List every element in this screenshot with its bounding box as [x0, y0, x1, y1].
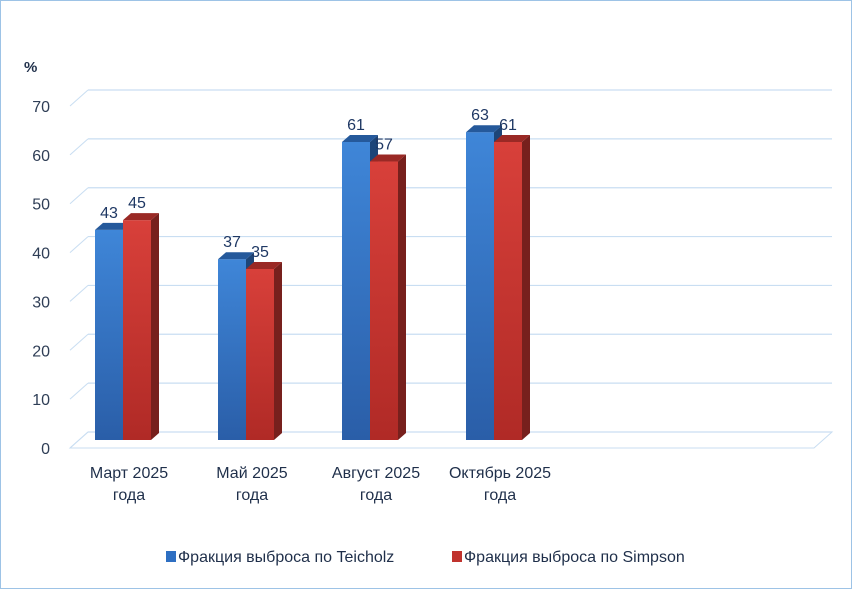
bar-top: [466, 125, 502, 133]
data-label: 57: [375, 137, 393, 154]
data-label: 63: [471, 107, 489, 124]
x-category-label-line: года: [484, 487, 516, 504]
x-category-label: Октябрь 2025 года: [449, 465, 551, 504]
bar-front: [370, 161, 398, 440]
y-tick-label: 0: [41, 441, 50, 458]
bar-simpson: [246, 262, 282, 440]
x-category-label-line: года: [113, 487, 145, 504]
bar-side: [274, 262, 282, 440]
x-category-label-line: Март 2025: [90, 465, 168, 482]
bar-side: [522, 134, 530, 440]
bar-simpson: [494, 134, 530, 440]
data-label: 61: [347, 117, 365, 134]
bar-side: [151, 213, 159, 440]
y-tick-label: 50: [32, 197, 50, 214]
chart-floor: [68, 431, 834, 449]
x-category-label-line: года: [236, 487, 268, 504]
bars: [95, 125, 530, 440]
bar-front: [246, 269, 274, 440]
bar-top: [342, 134, 378, 142]
data-label: 61: [499, 117, 517, 134]
gridline-depth: [69, 89, 89, 107]
bar-front: [95, 229, 123, 440]
bar-front: [342, 141, 370, 440]
legend-label: Фракция выброса по Simpson: [464, 549, 685, 566]
legend-item-teicholz: Фракция выброса по Teicholz: [166, 549, 394, 566]
y-tick-label: 30: [32, 294, 50, 311]
bar-side: [398, 154, 406, 440]
data-label: 43: [100, 205, 118, 222]
bar-top: [123, 213, 159, 221]
x-axis-categories: Март 2025 года Май 2025 года Август 2025 года…: [90, 465, 551, 504]
x-category-label-line: года: [360, 487, 392, 504]
legend-label: Фракция выброса по Teicholz: [178, 549, 394, 566]
gridline-depth: [69, 431, 89, 449]
bar-front: [123, 220, 151, 440]
x-category-label-line: Май 2025: [216, 465, 287, 482]
y-tick-label: 60: [32, 148, 50, 165]
bar-front: [466, 132, 494, 440]
x-category-label: Август 2025 года: [332, 465, 420, 504]
data-label: 35: [251, 244, 269, 261]
x-category-label-line: Октябрь 2025: [449, 465, 551, 482]
gridline-depth: [69, 236, 89, 253]
gridline-depth: [69, 382, 89, 400]
gridline-depth: [69, 187, 89, 205]
x-category-label: Март 2025 года: [90, 465, 168, 504]
bar-top: [246, 262, 282, 269]
data-labels: 43 45 37 35 61 57 63 61: [100, 107, 517, 261]
legend-swatch: [166, 551, 176, 562]
bar-front: [218, 259, 246, 440]
bar-top: [494, 134, 530, 142]
gridline-depth: [69, 333, 89, 351]
bar-top: [218, 252, 254, 260]
legend-item-simpson: Фракция выброса по Simpson: [452, 549, 685, 566]
bar-front: [494, 141, 522, 440]
gridlines: [68, 89, 834, 449]
y-axis-unit-label: %: [24, 59, 37, 76]
bar-top: [370, 154, 406, 162]
gridline-depth: [69, 138, 89, 156]
data-label: 37: [223, 234, 241, 251]
bar-simpson: [123, 213, 159, 440]
legend-swatch: [452, 551, 462, 562]
legend: Фракция выброса по Teicholz Фракция выбро…: [166, 549, 685, 566]
bar-simpson: [370, 154, 406, 440]
gridline-depth: [69, 285, 89, 302]
y-tick-label: 10: [32, 392, 50, 409]
x-category-label: Май 2025 года: [216, 465, 287, 504]
y-tick-label: 70: [32, 99, 50, 116]
y-tick-label: 40: [32, 246, 50, 263]
y-axis: % 0 10 20 30 40 50 60 70: [24, 59, 50, 458]
data-label: 45: [128, 195, 146, 212]
x-category-label-line: Август 2025: [332, 465, 420, 482]
bar-top: [95, 222, 131, 230]
y-tick-label: 20: [32, 343, 50, 360]
